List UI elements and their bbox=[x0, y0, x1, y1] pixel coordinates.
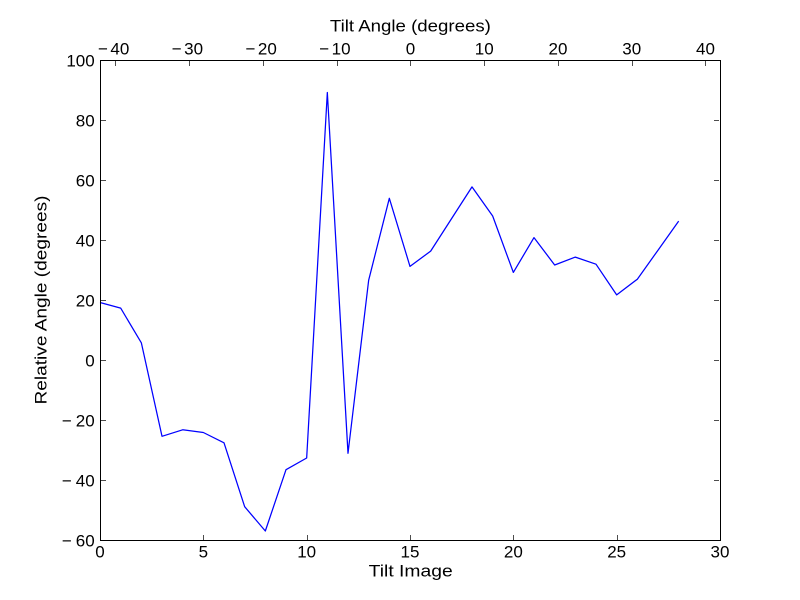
svg-text:−: − bbox=[62, 411, 72, 430]
svg-text:15: 15 bbox=[401, 542, 420, 561]
svg-text:−: − bbox=[62, 471, 72, 490]
svg-text:Relative Angle (degrees): Relative Angle (degrees) bbox=[32, 196, 51, 405]
svg-text:0: 0 bbox=[85, 351, 94, 370]
svg-text:80: 80 bbox=[76, 111, 95, 130]
svg-text:25: 25 bbox=[607, 542, 626, 561]
svg-text:60: 60 bbox=[76, 171, 95, 190]
svg-text:30: 30 bbox=[711, 542, 730, 561]
svg-text:100: 100 bbox=[66, 51, 94, 70]
svg-text:0: 0 bbox=[95, 542, 104, 561]
svg-text:−: − bbox=[319, 39, 329, 58]
svg-text:30: 30 bbox=[184, 39, 203, 58]
svg-text:20: 20 bbox=[258, 39, 277, 58]
svg-text:−: − bbox=[98, 39, 108, 58]
svg-text:10: 10 bbox=[297, 542, 316, 561]
svg-text:−: − bbox=[62, 531, 72, 550]
svg-text:20: 20 bbox=[504, 542, 523, 561]
svg-text:Tilt Image: Tilt Image bbox=[369, 561, 453, 580]
svg-text:5: 5 bbox=[199, 542, 208, 561]
svg-text:Tilt Angle (degrees): Tilt Angle (degrees) bbox=[330, 17, 491, 36]
svg-text:20: 20 bbox=[76, 291, 95, 310]
svg-text:0: 0 bbox=[406, 39, 415, 58]
svg-text:−: − bbox=[246, 39, 256, 58]
svg-text:10: 10 bbox=[475, 39, 494, 58]
svg-text:30: 30 bbox=[622, 39, 641, 58]
svg-text:60: 60 bbox=[76, 531, 95, 550]
svg-text:40: 40 bbox=[110, 39, 129, 58]
svg-text:10: 10 bbox=[332, 39, 351, 58]
svg-text:20: 20 bbox=[76, 411, 95, 430]
svg-text:−: − bbox=[172, 39, 182, 58]
svg-text:40: 40 bbox=[76, 231, 95, 250]
svg-text:40: 40 bbox=[696, 39, 715, 58]
svg-text:40: 40 bbox=[76, 471, 95, 490]
svg-text:20: 20 bbox=[549, 39, 568, 58]
